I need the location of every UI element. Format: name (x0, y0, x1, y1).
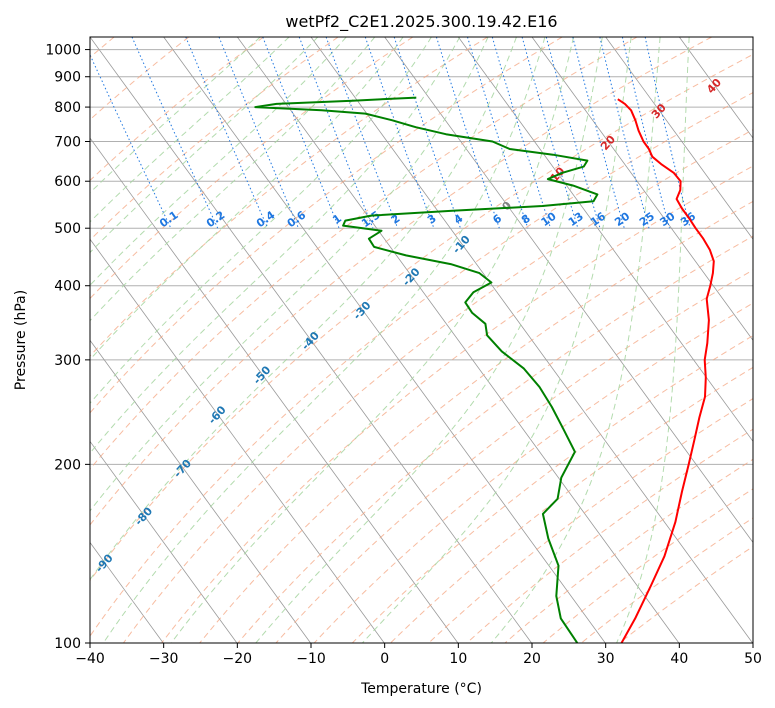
isotherm-line (90, 37, 532, 643)
x-tick-label: 20 (523, 651, 541, 667)
y-axis-ticks: 100 200 300 400 500 600 700 800 900 1000 (45, 43, 90, 652)
moist-adiabat (102, 37, 546, 643)
moist-adiabat (90, 37, 461, 454)
mixing-ratio-line (521, 37, 579, 229)
dry-adiabat (122, 129, 753, 643)
dry-adiabat (199, 200, 753, 643)
moist-adiabat (90, 37, 432, 405)
mixing-ratio-lines (90, 37, 691, 229)
mixing-ratio-line (545, 37, 601, 229)
chart-title: wetPf2_C2E1.2025.300.19.42.E16 (285, 12, 557, 32)
mixing-ratio-line (491, 37, 552, 229)
moist-adiabat (90, 37, 517, 581)
mixing-ratio-line (262, 37, 340, 229)
x-axis-label: Temperature (°C) (360, 681, 482, 697)
mixing-ratio-line (393, 37, 461, 229)
y-tick-label: 800 (54, 100, 81, 116)
pressure-gridlines (90, 49, 753, 643)
dry-adiabat (237, 235, 753, 643)
x-tick-label: 0 (380, 651, 389, 667)
dry-adiabat (275, 269, 753, 643)
dry-adiabat (466, 428, 753, 643)
isotherm-line (237, 37, 680, 643)
isotherm-line (90, 440, 238, 643)
x-tick-label: 40 (670, 651, 688, 667)
moist-adiabat (362, 37, 632, 643)
mixing-ratio-line (325, 37, 399, 229)
x-tick-label: −20 (223, 651, 253, 667)
moist-adiabat (90, 37, 290, 223)
x-tick-label: −40 (75, 651, 105, 667)
dry-adiabat (90, 53, 753, 582)
mixing-ratio-line (298, 37, 374, 229)
dry-adiabat (90, 37, 414, 300)
dry-adiabat-lines (90, 37, 753, 643)
mixing-ratio-line (364, 37, 435, 229)
isotherm-line (458, 37, 753, 443)
mixing-ratio-line (467, 37, 529, 229)
y-tick-label: 400 (54, 279, 81, 295)
dry-adiabat (504, 458, 753, 643)
dry-adiabat (90, 37, 712, 526)
x-tick-label: −10 (296, 651, 326, 667)
mixing-ratio-line (599, 37, 650, 229)
y-tick-label: 700 (54, 134, 81, 150)
dry-adiabat (90, 37, 488, 357)
dry-adiabat (90, 37, 264, 182)
dry-adiabat (161, 165, 753, 643)
y-tick-label: 300 (54, 353, 81, 369)
isotherm-line (90, 238, 385, 643)
x-tick-label: 50 (744, 651, 762, 667)
dry-adiabat (90, 91, 753, 637)
dewpoint-profile (254, 96, 599, 643)
y-tick-label: 900 (54, 70, 81, 86)
moist-adiabat (170, 37, 575, 643)
mixing-ratio-line (435, 37, 500, 229)
dry-adiabat (390, 366, 753, 643)
mixing-ratio-line (621, 37, 670, 229)
mixing-ratio-line (218, 37, 299, 229)
y-tick-label: 200 (54, 457, 81, 473)
moist-adiabat (616, 37, 690, 643)
isotherm-line (90, 137, 459, 643)
dry-adiabat (428, 398, 753, 643)
mixing-ratio-line (572, 37, 625, 229)
isotherm-line (163, 37, 606, 643)
moist-adiabat (90, 37, 347, 286)
y-tick-label: 100 (54, 636, 81, 652)
moist-adiabat (90, 37, 489, 512)
mixing-ratio-line (644, 37, 691, 229)
x-tick-label: −30 (149, 651, 179, 667)
moist-adiabat (90, 37, 404, 361)
isotherm-line (90, 339, 311, 643)
mixing-ratio-line (185, 37, 269, 229)
moist-adiabat (490, 37, 661, 643)
y-tick-label: 500 (54, 221, 81, 237)
isotherm-line (605, 37, 753, 240)
y-axis-label: Pressure (hPa) (13, 290, 29, 390)
sounding-profiles (254, 96, 715, 643)
moist-adiabat (255, 37, 603, 643)
x-tick-label: 10 (449, 651, 467, 667)
y-tick-label: 600 (54, 174, 81, 190)
temperature-profile (617, 98, 715, 643)
moist-adiabat (90, 37, 376, 322)
x-tick-label: 30 (597, 651, 615, 667)
y-tick-label: 1000 (45, 43, 81, 59)
x-axis-ticks: −40 −30 −20 −10 0 10 20 30 40 50 (75, 643, 762, 667)
plot-frame (89, 36, 754, 644)
